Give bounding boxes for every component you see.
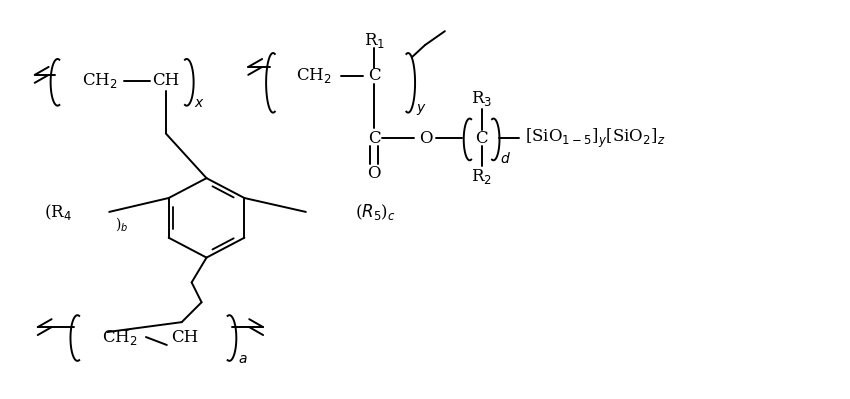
Text: $x$: $x$ xyxy=(195,96,205,110)
Text: $y$: $y$ xyxy=(416,102,427,117)
Text: )$_b$: )$_b$ xyxy=(115,215,128,233)
Text: O: O xyxy=(419,130,433,147)
Text: [SiO$_{1-5}$]$_y$[SiO$_2$]$_z$: [SiO$_{1-5}$]$_y$[SiO$_2$]$_z$ xyxy=(525,127,666,150)
Text: R$_3$: R$_3$ xyxy=(471,89,492,108)
Text: C: C xyxy=(368,67,381,84)
Text: CH$_2$: CH$_2$ xyxy=(82,71,118,90)
Text: $a$: $a$ xyxy=(239,352,248,366)
Text: C: C xyxy=(368,130,381,147)
Text: ($R_5$)$_c$: ($R_5$)$_c$ xyxy=(355,202,396,222)
Text: (R$_4$: (R$_4$ xyxy=(43,202,71,222)
Text: C: C xyxy=(475,130,488,147)
Text: O: O xyxy=(367,165,381,182)
Text: CH: CH xyxy=(152,72,179,89)
Text: CH$_2$: CH$_2$ xyxy=(102,328,138,347)
Text: R$_2$: R$_2$ xyxy=(471,167,492,186)
Text: R$_1$: R$_1$ xyxy=(364,31,385,49)
Text: $d$: $d$ xyxy=(500,151,511,166)
Text: CH: CH xyxy=(171,328,198,346)
Text: CH$_2$: CH$_2$ xyxy=(296,66,332,85)
